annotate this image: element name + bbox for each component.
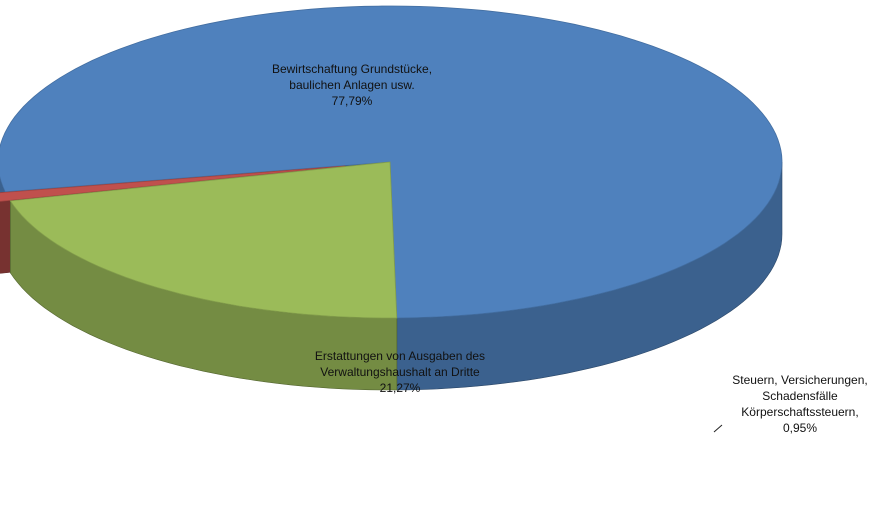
pie-labels: Bewirtschaftung Grundstücke, baulichen An… bbox=[272, 62, 868, 435]
pie-slice-2-label-line: 21,27% bbox=[380, 381, 421, 395]
pie-slice-1-top bbox=[0, 165, 346, 202]
pie-slice-0-label-line: Bewirtschaftung Grundstücke, bbox=[272, 62, 432, 76]
pie-slice-2-label-line: Verwaltungshaushalt an Dritte bbox=[320, 365, 480, 379]
pie-slice-0-top bbox=[0, 5, 783, 319]
pie-slice-2-label: Erstattungen von Ausgaben des Verwaltungs… bbox=[315, 349, 485, 395]
pie-slice-0-label: Bewirtschaftung Grundstücke, baulichen An… bbox=[272, 62, 432, 108]
pie-slice-1-label-line: Steuern, Versicherungen, bbox=[732, 373, 867, 387]
pie-tops bbox=[0, 5, 783, 319]
pie-slice-1-leader-line bbox=[713, 424, 723, 433]
pie-slice-1-label-line: Schadensfälle bbox=[762, 389, 838, 403]
pie-slice-0-label-line: 77,79% bbox=[332, 94, 373, 108]
pie-slice-1-label: Steuern, Versicherungen, Schadensfälle Kör… bbox=[732, 373, 867, 435]
pie-slice-2-label-line: Erstattungen von Ausgaben des bbox=[315, 349, 485, 363]
pie-slice-1-label-line: 0,95% bbox=[783, 421, 817, 435]
pie-slice-0-label-line: baulichen Anlagen usw. bbox=[289, 78, 414, 92]
pie-slice-2-top bbox=[9, 161, 398, 319]
pie-slice-1-label-line: Körperschaftssteuern, bbox=[741, 405, 858, 419]
